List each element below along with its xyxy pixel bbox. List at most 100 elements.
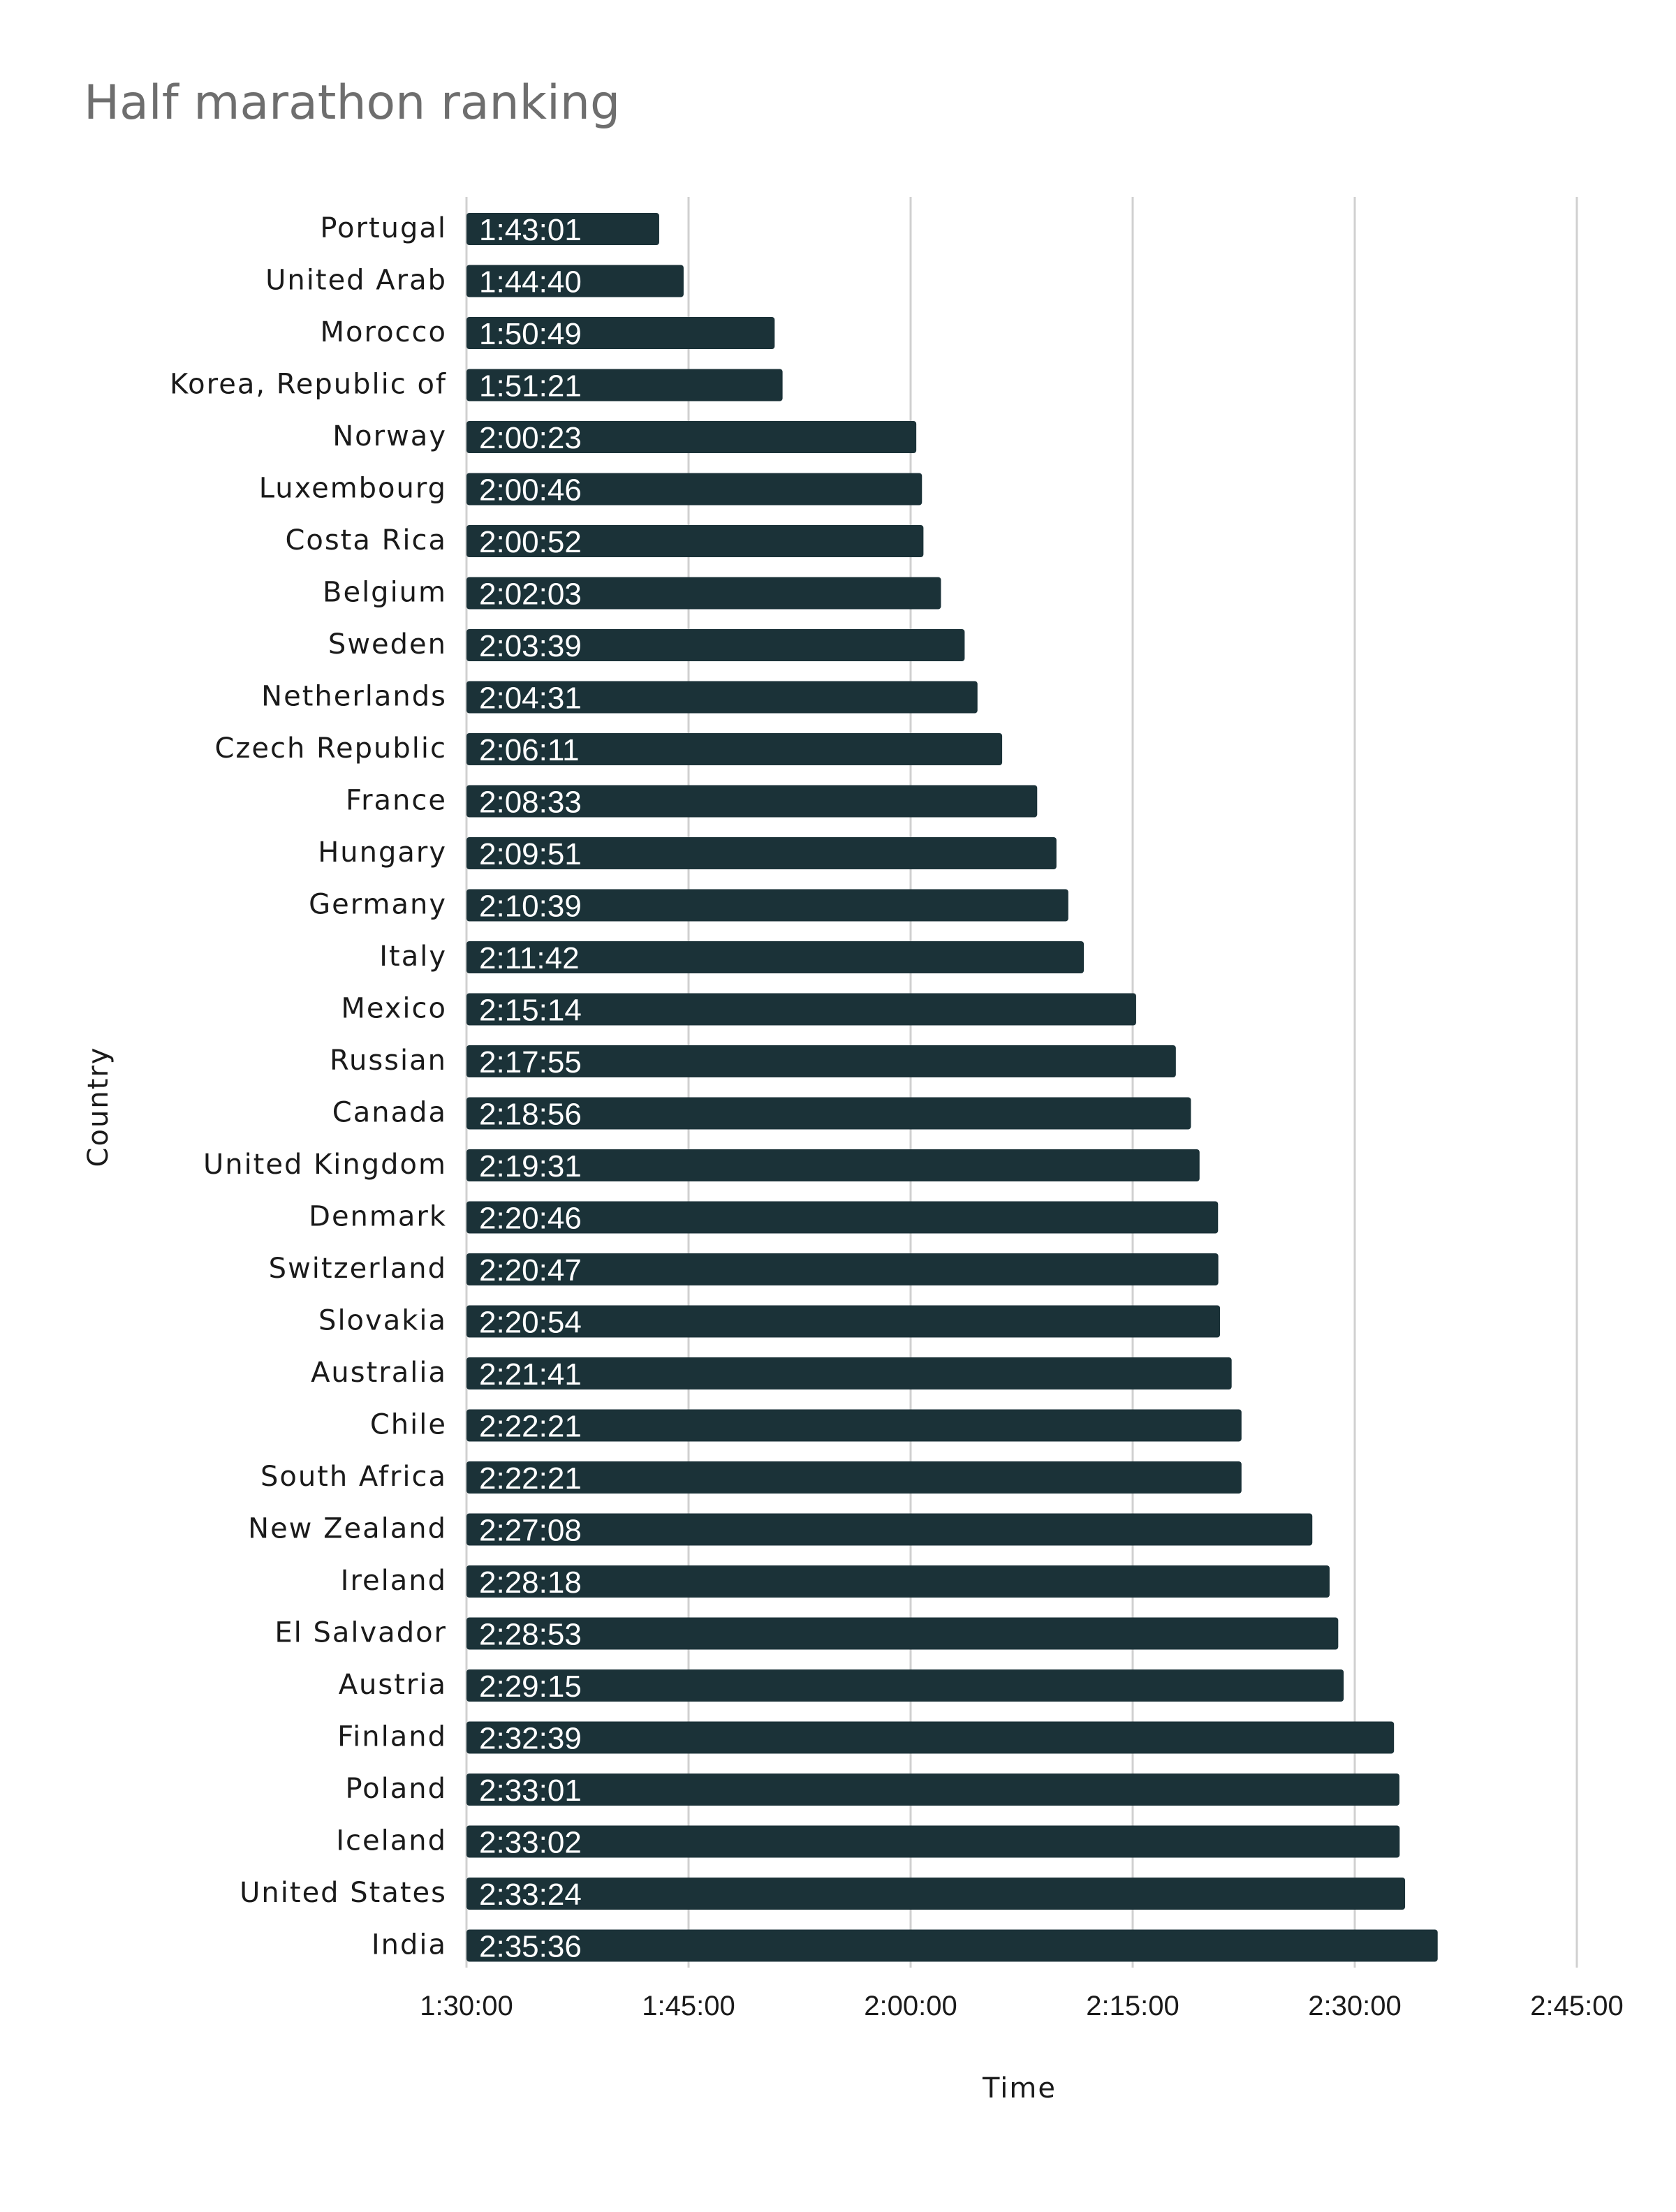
bar (466, 1617, 1339, 1650)
bar-value-label: 2:22:21 (479, 1461, 582, 1496)
category-label: Switzerland (269, 1253, 447, 1285)
x-axis-title: Time (982, 2072, 1057, 2104)
x-tick-label: 2:00:00 (864, 1991, 957, 2021)
bar (466, 369, 783, 401)
category-label: United Kingdom (203, 1149, 447, 1181)
bar (466, 1513, 1313, 1546)
bar-value-label: 2:27:08 (479, 1514, 582, 1548)
bar-value-label: 2:35:36 (479, 1930, 582, 1964)
category-label: Chile (370, 1409, 447, 1441)
bar-value-label: 2:04:31 (479, 681, 582, 716)
bar (466, 1669, 1344, 1702)
bar (466, 1721, 1395, 1754)
bar (466, 525, 924, 557)
bar (466, 1929, 1438, 1962)
category-label: Australia (311, 1357, 447, 1389)
bar (466, 317, 775, 349)
category-label: Czech Republic (214, 732, 447, 765)
bar (466, 941, 1085, 973)
category-label: El Salvador (274, 1617, 447, 1649)
category-label: Canada (332, 1097, 447, 1129)
category-label: India (372, 1929, 447, 1961)
bar (466, 213, 659, 245)
bar-value-label: 2:20:46 (479, 1202, 582, 1236)
bar (466, 1253, 1219, 1285)
bar-value-label: 2:19:31 (479, 1149, 582, 1184)
category-label: Italy (379, 941, 447, 973)
category-label: Austria (339, 1669, 447, 1701)
x-tick-label: 2:30:00 (1308, 1991, 1401, 2021)
x-tick-labels: 1:30:00 1:45:00 2:00:00 2:15:00 2:30:00 2:45:… (420, 1991, 1623, 2021)
category-label: United States (240, 1877, 447, 1909)
bar (466, 785, 1038, 818)
bar-value-label: 1:44:40 (479, 265, 582, 300)
bar (466, 1045, 1176, 1077)
bar-value-label: 2:02:03 (479, 577, 582, 612)
category-label: Belgium (323, 577, 447, 609)
bar (466, 681, 978, 714)
bar (466, 1774, 1399, 1806)
x-tick-label: 2:15:00 (1086, 1991, 1179, 2021)
bars: 1:43:01 1:44:40 1:50:49 1:51:21 2:00:23 2:00:… (466, 213, 1438, 1964)
bar (466, 1149, 1200, 1181)
category-label: Mexico (341, 993, 447, 1025)
category-label: France (346, 785, 447, 817)
bar-value-label: 2:20:54 (479, 1306, 582, 1340)
bar-value-label: 2:29:15 (479, 1669, 582, 1704)
bar (466, 1409, 1242, 1442)
bar-value-label: 2:10:39 (479, 890, 582, 924)
bar-value-label: 2:20:47 (479, 1253, 582, 1288)
bar-value-label: 1:50:49 (479, 317, 582, 351)
category-label: Sweden (328, 628, 447, 661)
category-label: Iceland (336, 1825, 447, 1857)
bar (466, 1565, 1330, 1598)
bar (466, 473, 922, 506)
category-label: Norway (332, 420, 447, 452)
bar (466, 889, 1068, 922)
category-label: New Zealand (248, 1513, 447, 1545)
bar (466, 1201, 1219, 1234)
category-label: Netherlands (261, 681, 447, 713)
bar-value-label: 2:00:52 (479, 525, 582, 559)
category-label: Finland (337, 1721, 447, 1753)
bar (466, 421, 917, 453)
bar-value-label: 2:17:55 (479, 1045, 582, 1079)
bar-value-label: 2:33:01 (479, 1774, 582, 1808)
bar-value-label: 2:28:53 (479, 1618, 582, 1652)
category-label: Russian (330, 1045, 447, 1077)
bar-value-label: 2:06:11 (479, 733, 580, 767)
category-label: Poland (345, 1773, 447, 1805)
bar (466, 733, 1003, 765)
bar (466, 1097, 1191, 1130)
bar-value-label: 2:18:56 (479, 1098, 582, 1132)
category-label: Ireland (341, 1565, 447, 1597)
chart-title: Half marathon ranking (84, 75, 621, 131)
category-label: Portugal (320, 212, 447, 244)
category-label: Luxembourg (259, 473, 447, 505)
category-label: Slovakia (318, 1305, 447, 1337)
bar (466, 1305, 1221, 1338)
bar (466, 1878, 1406, 1910)
category-label: Costa Rica (285, 524, 447, 556)
category-label: Morocco (321, 316, 447, 348)
bar-value-label: 2:22:21 (479, 1410, 582, 1444)
bar-value-label: 2:11:42 (479, 941, 580, 975)
bar (466, 1357, 1232, 1389)
category-label: Korea, Republic of (170, 369, 447, 401)
bar (466, 1461, 1242, 1494)
bar-value-label: 2:15:14 (479, 994, 582, 1028)
bar (466, 577, 941, 610)
y-axis-title: Country (82, 1047, 115, 1167)
bar-value-label: 2:00:23 (479, 421, 582, 455)
bar-value-label: 2:09:51 (479, 837, 582, 871)
bar-value-label: 1:51:21 (479, 369, 582, 404)
bar-value-label: 2:08:33 (479, 786, 582, 820)
bar (466, 837, 1057, 869)
bar-value-label: 2:03:39 (479, 629, 582, 663)
x-tick-label: 2:45:00 (1530, 1991, 1623, 2021)
bar-value-label: 2:00:46 (479, 473, 582, 508)
bar-value-label: 2:28:18 (479, 1565, 582, 1600)
gridlines (465, 197, 1578, 1968)
category-label: Germany (309, 889, 447, 921)
